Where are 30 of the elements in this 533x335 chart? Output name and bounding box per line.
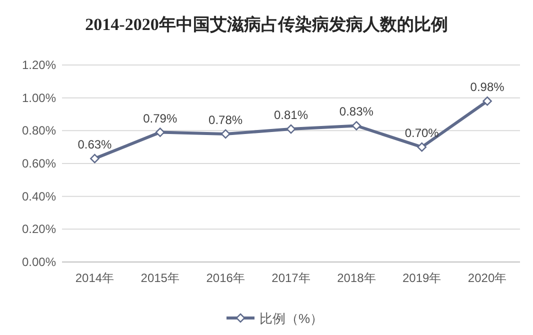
y-tick-label: 0.20% — [22, 222, 56, 236]
x-tick-label: 2014年 — [75, 271, 114, 285]
legend-label: 比例（%） — [260, 311, 324, 326]
x-tick-label: 2020年 — [468, 271, 507, 285]
x-tick-label: 2015年 — [140, 271, 180, 285]
data-label: 0.83% — [339, 104, 374, 119]
point — [286, 124, 296, 134]
data-label: 0.63% — [78, 138, 112, 152]
data-label: 0.81% — [274, 108, 308, 122]
y-tick-label: 0.80% — [22, 124, 56, 138]
y-tick-label: 0.40% — [22, 189, 56, 204]
y-tick-label: 1.20% — [22, 58, 56, 72]
point — [417, 142, 427, 152]
point — [482, 96, 492, 106]
point — [352, 121, 362, 130]
x-tick-label: 2018年 — [337, 271, 376, 285]
point — [155, 128, 165, 137]
data-label: 0.70% — [404, 126, 440, 140]
y-tick-label: 0.60% — [22, 156, 56, 170]
point — [90, 154, 100, 164]
y-tick-label: 0.00% — [22, 255, 56, 269]
y-tick-label: 1.00% — [22, 90, 56, 105]
data-label: 0.79% — [143, 111, 178, 126]
point — [220, 129, 230, 139]
x-tick-label: 2019年 — [402, 271, 442, 285]
chart-title: 2014-2020年中国艾滋病占传染病发病人数的比例 — [85, 15, 448, 34]
data-label: 0.98% — [470, 80, 505, 94]
x-tick-label: 2016年 — [206, 271, 245, 285]
data-label: 0.78% — [208, 112, 243, 127]
x-tick-label: 2017年 — [272, 271, 310, 285]
